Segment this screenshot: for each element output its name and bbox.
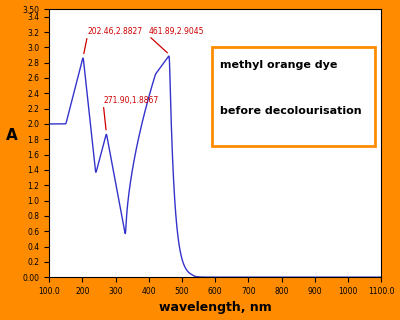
Text: 202.46,2.8827: 202.46,2.8827: [88, 27, 142, 36]
Text: 271.90,1.8867: 271.90,1.8867: [103, 95, 159, 105]
Text: methyl orange dye: methyl orange dye: [220, 60, 338, 70]
Text: before decolourisation: before decolourisation: [220, 106, 362, 116]
X-axis label: wavelength, nm: wavelength, nm: [159, 301, 272, 315]
FancyBboxPatch shape: [212, 47, 374, 146]
Text: 461.89,2.9045: 461.89,2.9045: [149, 27, 204, 36]
Y-axis label: A: A: [6, 128, 17, 143]
